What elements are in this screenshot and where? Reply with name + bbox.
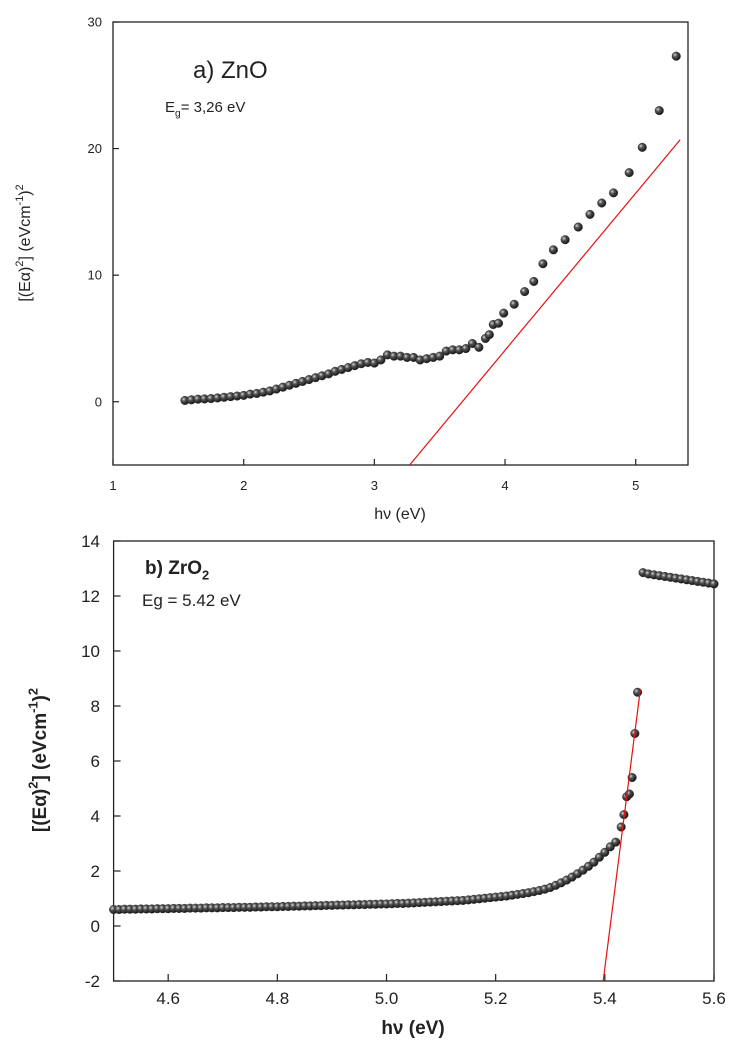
data-point <box>637 142 647 152</box>
text-part: ] (eVcm <box>17 205 34 260</box>
data-point <box>494 318 504 328</box>
data-point <box>538 259 548 269</box>
y-tick-label: 2 <box>91 862 100 881</box>
text-part: 2 <box>202 568 209 583</box>
text-part: E <box>165 99 175 116</box>
fit-line <box>409 139 681 466</box>
data-point <box>589 857 599 867</box>
data-point <box>585 209 595 219</box>
data-point <box>609 188 619 198</box>
plot-frame <box>112 21 689 466</box>
text-part: ) <box>17 190 34 195</box>
y-tick-label: 0 <box>91 917 100 936</box>
data-point <box>573 222 583 232</box>
y-tick-label: 30 <box>88 15 102 30</box>
data-point <box>509 299 519 309</box>
x-tick-label: 4.8 <box>266 989 290 1008</box>
data-point <box>594 852 604 862</box>
annotation: Eg = 5.42 eV <box>142 591 241 610</box>
fit-line <box>602 689 641 982</box>
panel-label: a) ZnO <box>193 57 268 84</box>
panel-label: b) ZrO2 <box>145 558 209 583</box>
y-axis-label: [(Eα)2] (eVcm-1)2 <box>14 184 34 301</box>
text-part: 2 <box>25 688 40 695</box>
text-part: -1 <box>25 701 40 712</box>
y-tick-label: 6 <box>91 752 100 771</box>
y-tick-label: -2 <box>85 972 100 991</box>
data-point <box>633 687 643 697</box>
data-point <box>548 245 558 255</box>
data-point <box>499 308 509 318</box>
text-part: hν (eV) <box>374 506 426 523</box>
text-part: Eg = 5.42 eV <box>142 591 241 610</box>
text-part: ) <box>30 695 51 701</box>
y-axis-label: [(Eα)2] (eVcm-1)2 <box>25 688 51 832</box>
y-tick-label: 8 <box>91 697 100 716</box>
data-point <box>611 837 621 847</box>
text-part: hν (eV) <box>381 1018 444 1039</box>
x-tick-label: 1 <box>109 478 116 493</box>
data-point <box>671 51 681 61</box>
text-part: -1 <box>14 196 26 206</box>
x-tick-label: 3 <box>371 478 378 493</box>
text-part: = 3,26 eV <box>181 99 246 116</box>
y-tick-label: 0 <box>95 394 102 409</box>
data-point <box>376 355 386 365</box>
data-point <box>529 276 539 286</box>
x-tick-label: 4.6 <box>156 989 180 1008</box>
x-axis-label: hν (eV) <box>381 1018 444 1039</box>
data-point <box>474 342 484 352</box>
data-point <box>654 106 664 116</box>
x-tick-label: 5.0 <box>375 989 399 1008</box>
y-tick-label: 10 <box>81 642 100 661</box>
data-point <box>624 168 634 178</box>
data-point <box>560 235 570 245</box>
text-part: 2 <box>14 184 26 190</box>
y-tick-label: 20 <box>88 141 102 156</box>
data-point <box>597 198 607 208</box>
data-point <box>616 822 626 832</box>
data-point <box>709 579 719 589</box>
y-tick-label: 14 <box>81 532 100 551</box>
text-part: ] (eVcm <box>30 713 51 782</box>
annotation: Eg= 3,26 eV <box>165 99 245 120</box>
x-tick-label: 5.6 <box>702 989 726 1008</box>
x-tick-label: 4 <box>501 478 508 493</box>
text-part: a) ZnO <box>193 57 268 84</box>
x-tick-label: 5.2 <box>484 989 508 1008</box>
data-point <box>600 847 610 857</box>
y-tick-label: 4 <box>91 807 100 826</box>
text-part: 2 <box>25 782 40 789</box>
y-tick-label: 12 <box>81 587 100 606</box>
text-part: 2 <box>14 261 26 267</box>
data-point <box>461 344 471 354</box>
data-point <box>520 287 530 297</box>
x-axis-label: hν (eV) <box>374 506 426 523</box>
x-tick-label: 5.4 <box>593 989 617 1008</box>
text-part: g <box>175 109 181 120</box>
data-point <box>435 351 445 361</box>
text-part: [(Eα) <box>17 267 34 302</box>
text-part: b) ZrO <box>145 558 202 579</box>
text-part: [(Eα) <box>30 789 51 832</box>
y-tick-label: 10 <box>88 268 102 283</box>
x-tick-label: 2 <box>240 478 247 493</box>
data-point <box>484 330 494 340</box>
x-tick-label: 5 <box>632 478 639 493</box>
